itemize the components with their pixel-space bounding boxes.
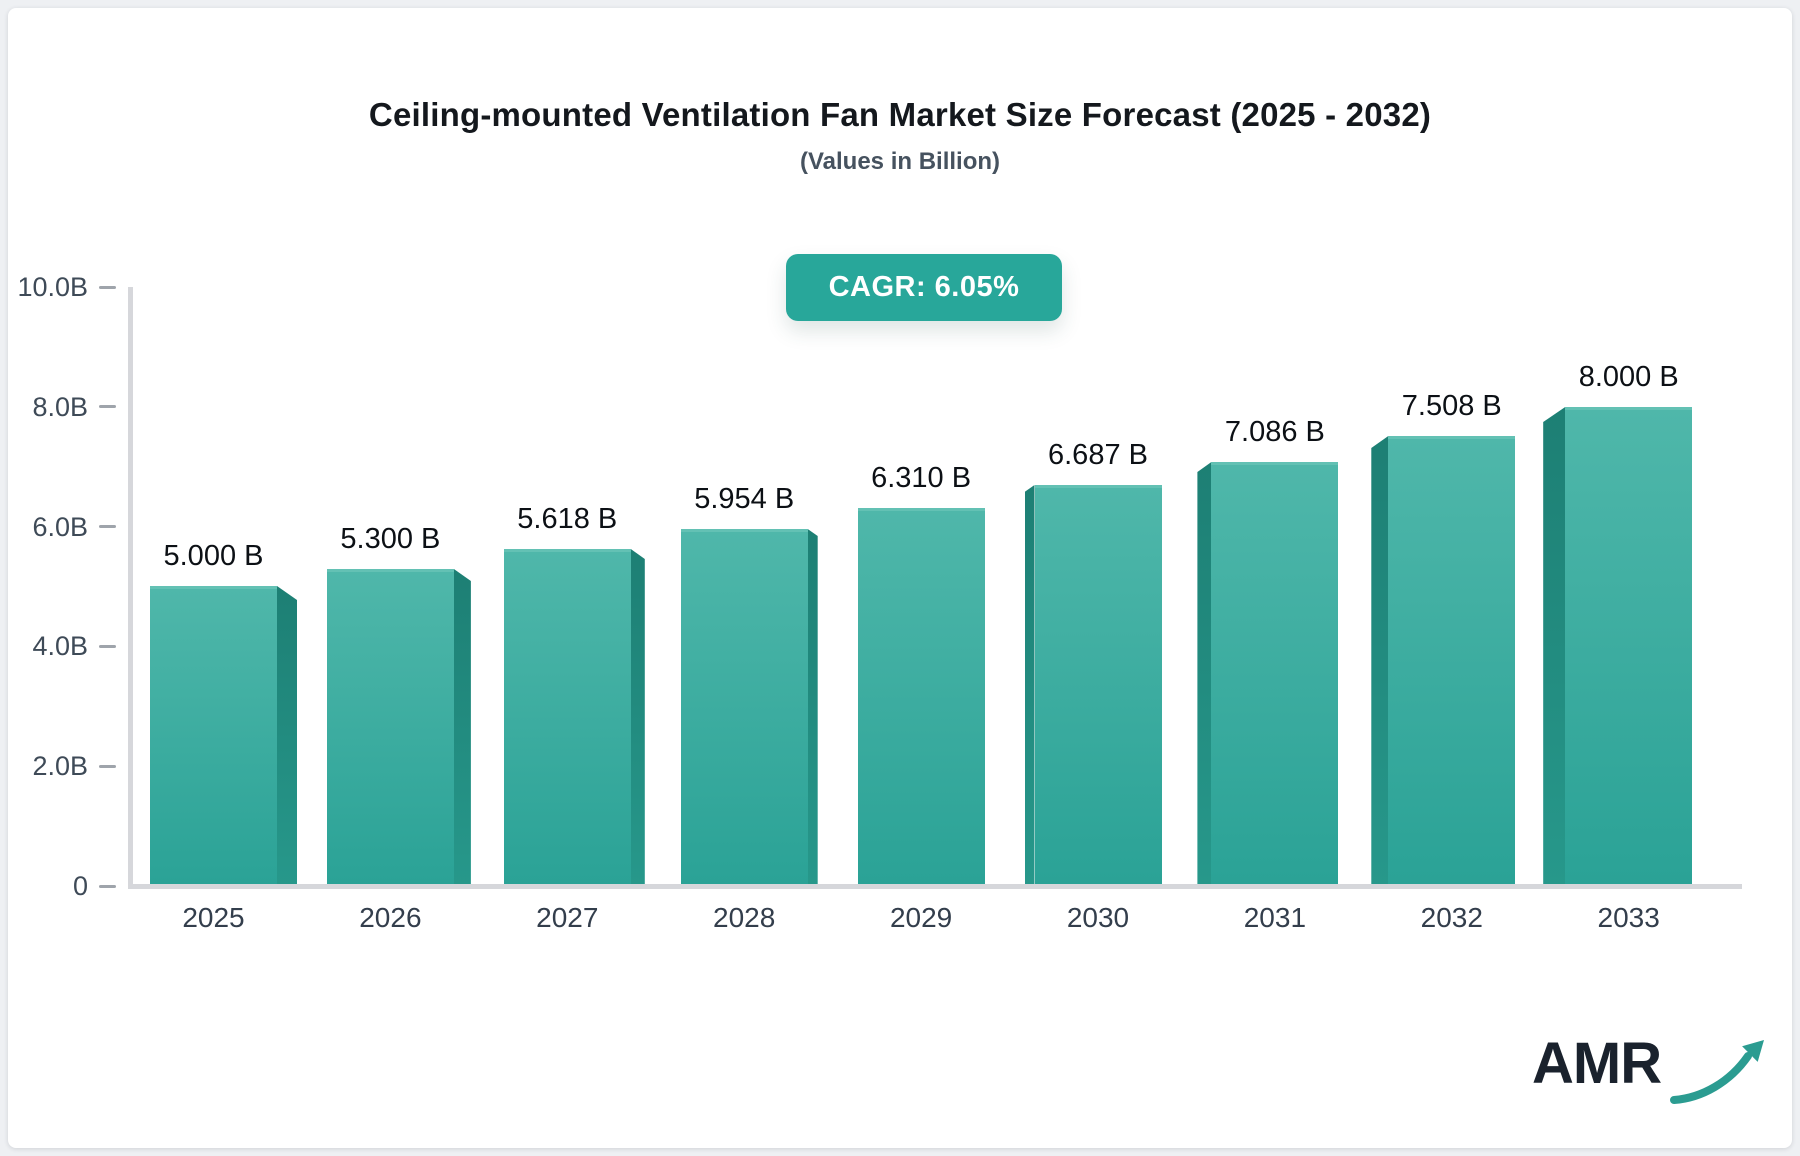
cagr-badge-label: CAGR: 6.05%	[828, 271, 1020, 303]
x-tick-label-2027: 2027	[536, 902, 599, 933]
growth-arrow-icon	[1670, 1040, 1764, 1104]
y-tick-mark	[99, 884, 116, 888]
x-tick-label-2032: 2032	[1420, 902, 1483, 933]
y-tick-mark	[99, 764, 116, 768]
bar-value-label-2029: 6.310 B	[871, 462, 972, 494]
x-tick-label-2030: 2030	[1066, 902, 1130, 933]
bar-2029	[857, 508, 985, 888]
chart-subtitle: (Values in Billion)	[799, 148, 1001, 175]
bar-value-label-2032: 7.508 B	[1401, 390, 1502, 422]
bar-value-label-2030: 6.687 B	[1048, 439, 1148, 471]
bar-side-2033	[1543, 407, 1566, 888]
bar-2028	[680, 529, 808, 888]
y-tick-label: 4.0B	[32, 631, 88, 662]
cagr-badge: CAGR: 6.05%	[786, 254, 1062, 321]
bar-2031	[1211, 462, 1339, 888]
y-tick-label: 2.0B	[32, 751, 88, 782]
bar-side-2026	[453, 569, 471, 888]
bar-side-2032	[1371, 436, 1389, 888]
bar-side-2025	[277, 586, 297, 888]
bar-2027	[503, 549, 631, 888]
y-tick-label: 0	[72, 871, 88, 901]
y-tick-label: 8.0B	[32, 391, 88, 422]
y-tick-mark	[99, 644, 116, 648]
bar-2030	[1034, 485, 1162, 888]
y-tick-label: 10.0B	[17, 272, 88, 302]
y-tick-label: 6.0B	[32, 511, 88, 542]
bar-value-label-2031: 7.086 B	[1224, 416, 1325, 448]
amr-logo-text: AMR	[1532, 1031, 1662, 1096]
x-tick-label-2029: 2029	[889, 902, 953, 933]
x-axis-baseline	[128, 884, 1742, 889]
y-tick-mark	[99, 525, 116, 529]
y-axis-line	[128, 287, 133, 887]
amr-logo: AMR	[1532, 1031, 1764, 1122]
bar-side-2031	[1197, 462, 1212, 888]
bar-side-2028	[807, 529, 818, 888]
x-tick-label-2031: 2031	[1243, 902, 1307, 933]
x-tick-label-2026: 2026	[359, 902, 422, 933]
y-tick-mark	[99, 405, 116, 409]
bar-value-label-2033: 8.000 B	[1578, 361, 1679, 393]
bar-value-label-2028: 5.954 B	[694, 483, 795, 515]
bar-side-2027	[630, 549, 645, 888]
bar-2033	[1565, 407, 1693, 888]
bar-value-label-2027: 5.618 B	[517, 503, 618, 535]
x-tick-label-2025: 2025	[182, 902, 245, 933]
bar-value-label-2025: 5.000 B	[163, 540, 264, 572]
bar-2032	[1388, 436, 1516, 888]
bar-side-2030	[1024, 485, 1035, 888]
bar-value-label-2026: 5.300 B	[340, 523, 441, 555]
y-tick-mark	[99, 285, 116, 289]
chart-title: Ceiling-mounted Ventilation Fan Market S…	[368, 96, 1432, 133]
bar-2026	[326, 569, 454, 888]
x-tick-label-2033: 2033	[1597, 902, 1660, 933]
x-tick-label-2028: 2028	[713, 902, 776, 933]
bar-2025	[150, 586, 277, 888]
